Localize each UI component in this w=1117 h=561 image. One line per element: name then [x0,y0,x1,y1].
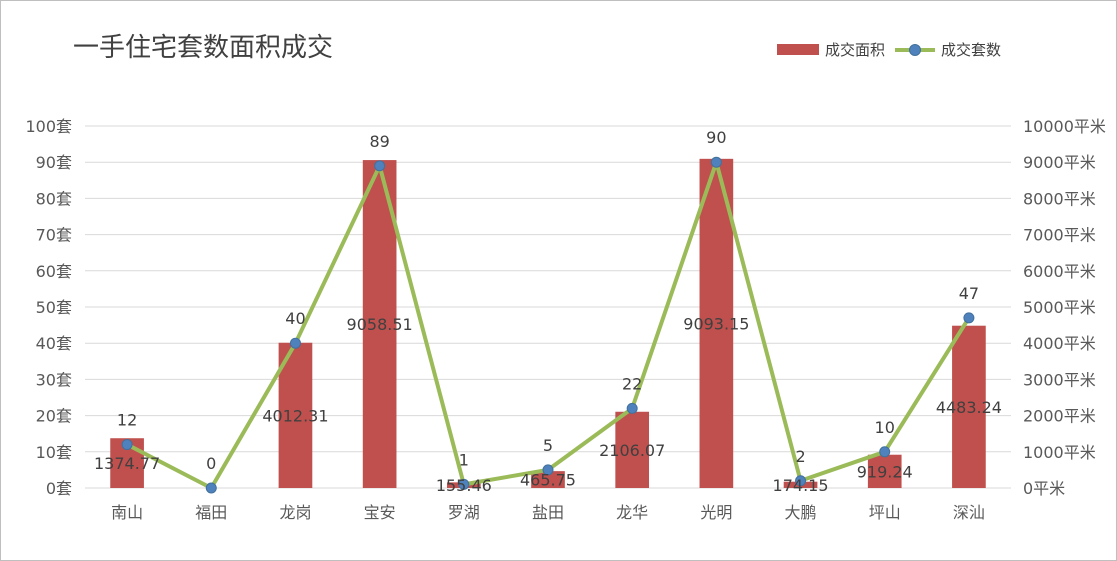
y-left-tick-label: 10套 [36,443,72,462]
bar [531,471,565,488]
y-left-tick-label: 20套 [36,407,72,426]
line-point [374,160,386,172]
bar [699,158,734,488]
x-tick-label: 福田 [195,503,227,522]
line-point [289,337,301,349]
x-tick-label: 坪山 [869,503,901,522]
line-data-label: 0 [206,454,216,473]
line-data-label: 90 [706,128,726,147]
bar [278,342,313,488]
x-tick-label: 龙岗 [279,503,311,522]
y-left-tick-label: 50套 [36,298,72,317]
y-left-tick-label: 40套 [36,334,72,353]
line-point [626,402,638,414]
line-point [879,446,891,458]
y-right-tick-label: 6000平米 [1023,262,1096,281]
y-left-tick-label: 60套 [36,262,72,281]
legend-item-count: 成交套数 [895,39,1001,60]
y-right-tick-label: 10000平米 [1023,117,1106,136]
line-point [205,482,217,494]
y-right-tick-label: 2000平米 [1023,407,1096,426]
y-left-tick-label: 80套 [36,189,72,208]
line-point [542,464,554,476]
y-left-tick-label: 0套 [46,479,72,498]
line-data-label: 10 [875,418,895,437]
bar-data-label: 4483.24 [936,398,1002,417]
bar-data-label: 2106.07 [599,441,665,460]
bar [615,411,650,488]
chart-title: 一手住宅套数面积成交 [73,33,334,63]
x-tick-label: 光明 [700,503,732,522]
bar [867,454,902,488]
y-right-tick-label: 1000平米 [1023,443,1096,462]
y-right-tick-label: 8000平米 [1023,189,1096,208]
legend-line-swatch [895,43,936,57]
x-tick-label: 南山 [111,503,143,522]
y-right-tick-label: 9000平米 [1023,153,1096,172]
y-right-tick-label: 4000平米 [1023,334,1096,353]
y-right-tick-label: 7000平米 [1023,226,1096,245]
y-left-tick-label: 100套 [25,117,72,136]
bar-data-label: 4012.31 [262,406,328,425]
line-point [710,156,722,168]
line-data-label: 89 [369,132,389,151]
bar-data-label: 155.46 [436,476,492,495]
line-data-label: 40 [285,309,305,328]
bar-data-label: 9058.51 [347,315,413,334]
line-data-label: 1 [459,450,469,469]
x-tick-label: 大鹏 [785,503,817,522]
x-tick-label: 盐田 [532,503,564,522]
bar [952,325,986,488]
line-data-label: 5 [543,436,553,455]
bar-data-label: 919.24 [857,462,913,481]
line-point [458,478,470,490]
legend: 成交面积 成交套数 [777,39,1011,60]
x-tick-label: 罗湖 [448,503,480,522]
y-right-tick-label: 3000平米 [1023,370,1096,389]
line-point [795,475,807,487]
legend-label-count: 成交套数 [941,41,1002,59]
bar-data-label: 174.15 [773,476,829,495]
x-tick-label: 龙华 [616,503,648,522]
x-tick-label: 深汕 [953,503,985,522]
line-data-label: 22 [622,374,642,393]
bar-data-label: 1374.77 [94,454,160,473]
bar-data-label: 9093.15 [683,314,749,333]
y-left-tick-label: 70套 [36,226,72,245]
y-right-tick-label: 0平米 [1023,479,1065,498]
y-left-tick-label: 90套 [36,153,72,172]
legend-bar-swatch [777,44,819,55]
y-left-tick-label: 30套 [36,370,72,389]
bar-data-label: 465.75 [520,471,576,490]
line-point [121,439,133,451]
y-right-tick-label: 5000平米 [1023,298,1096,317]
line-data-label: 12 [117,411,137,430]
line-point [963,312,975,324]
x-tick-label: 宝安 [364,503,396,522]
line-data-label: 47 [959,284,979,303]
legend-label-area: 成交面积 [825,41,886,59]
legend-item-area: 成交面积 [777,39,885,60]
line-data-label: 2 [795,447,805,466]
